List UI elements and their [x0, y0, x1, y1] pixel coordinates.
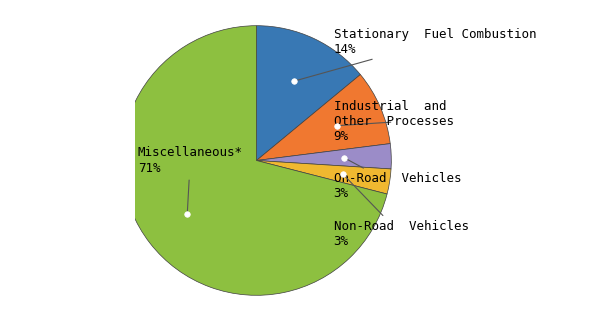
Wedge shape	[257, 74, 390, 160]
Text: Industrial  and
Other  Processes
9%: Industrial and Other Processes 9%	[333, 100, 454, 143]
Wedge shape	[257, 160, 391, 194]
Text: Miscellaneous*
71%: Miscellaneous* 71%	[137, 146, 242, 212]
Text: Stationary  Fuel Combustion
14%: Stationary Fuel Combustion 14%	[296, 28, 536, 81]
Wedge shape	[257, 26, 360, 160]
Wedge shape	[122, 26, 387, 295]
Wedge shape	[257, 143, 391, 169]
Text: Non-Road  Vehicles
3%: Non-Road Vehicles 3%	[333, 176, 468, 248]
Text: On-Road  Vehicles
3%: On-Road Vehicles 3%	[333, 159, 461, 200]
